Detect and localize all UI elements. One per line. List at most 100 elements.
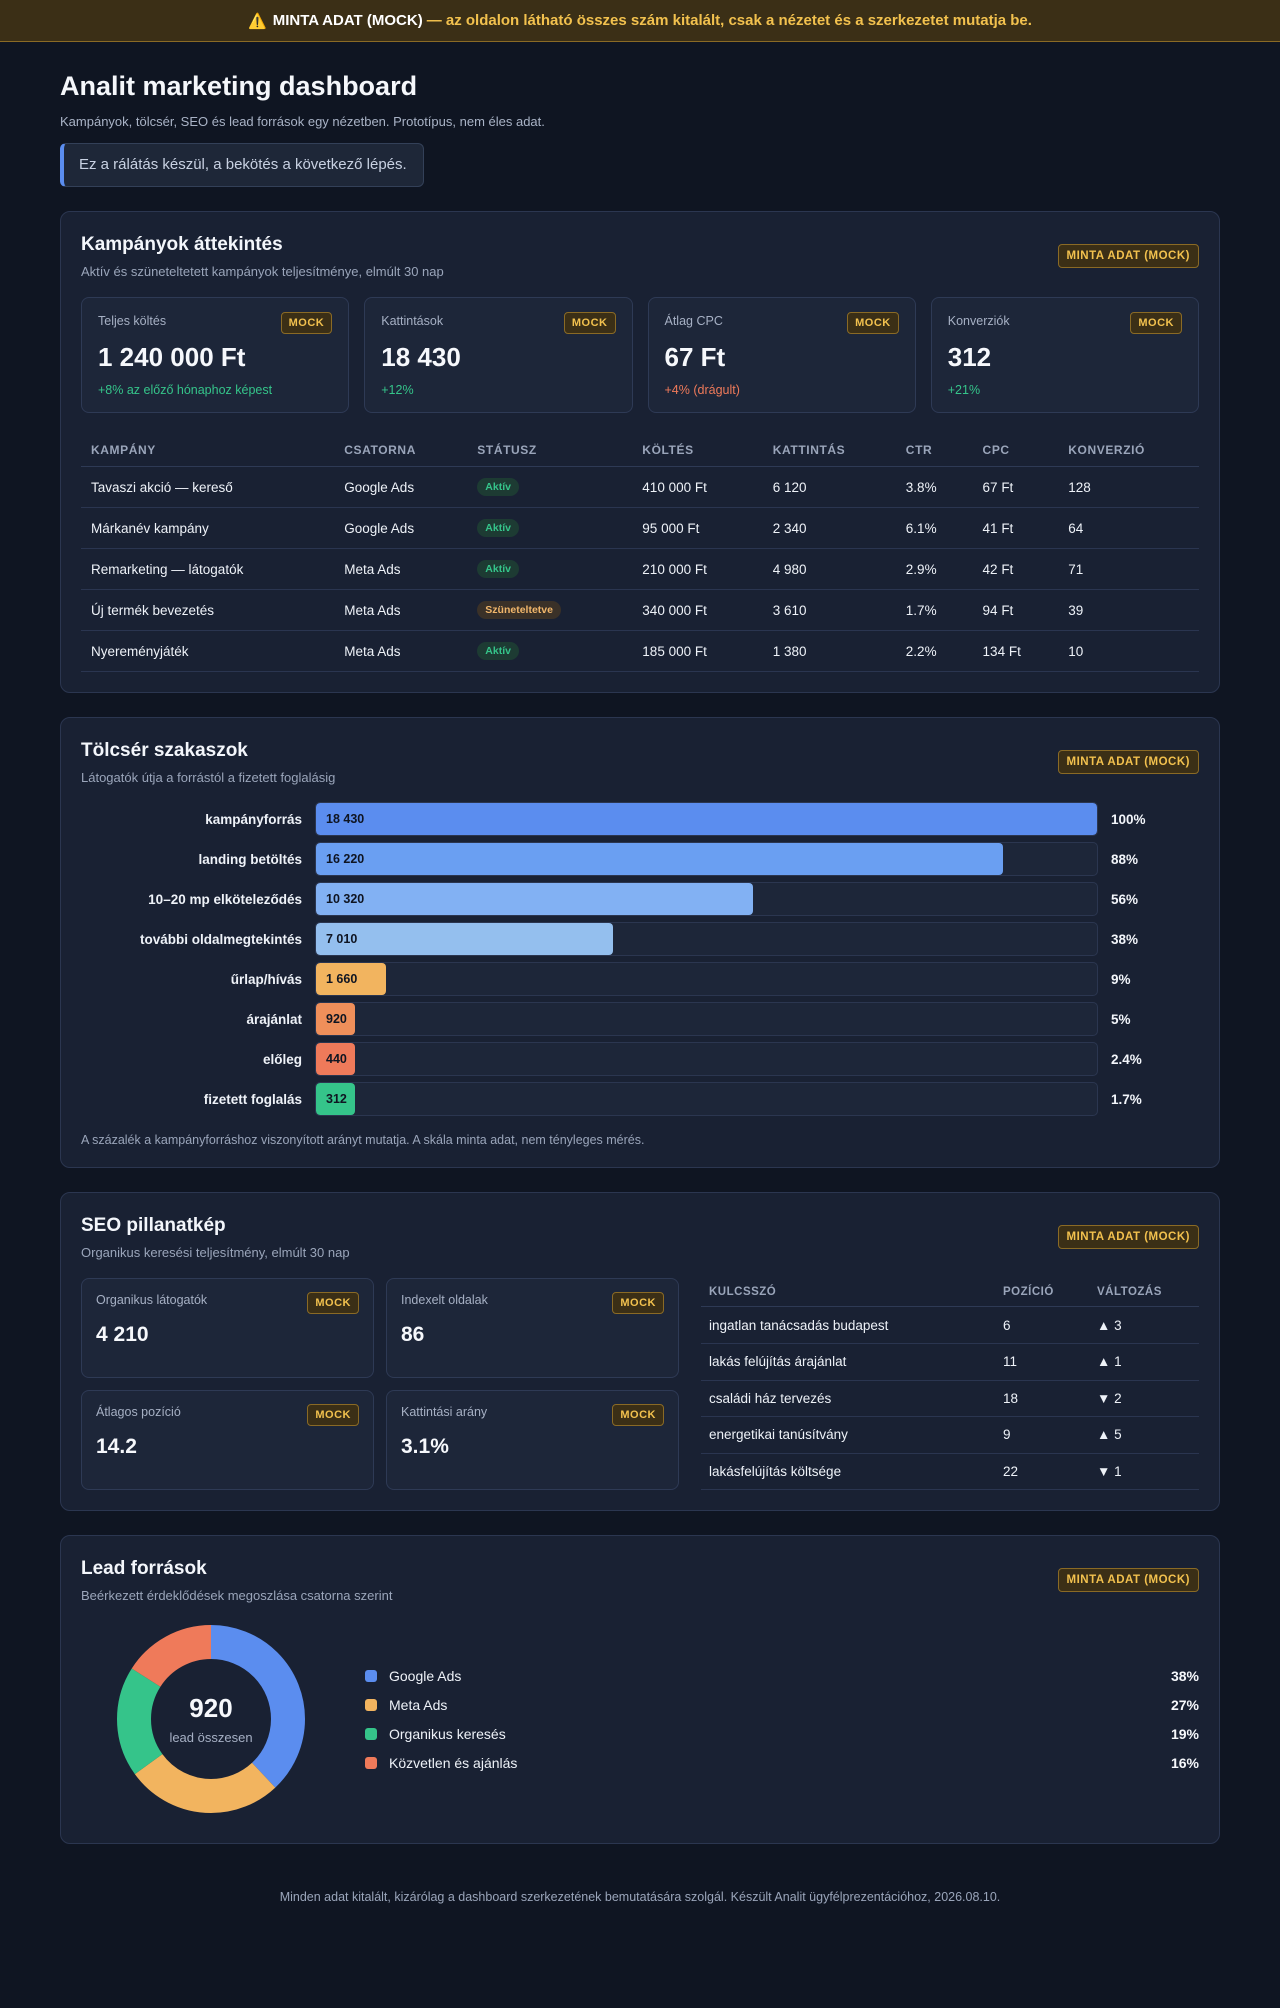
table-row: lakás felújítás árajánlat 11 ▲ 1 [701,1343,1199,1381]
legend-label: Közvetlen és ajánlás [389,1754,518,1771]
seo-kpi-card: Indexelt oldalak MOCK 86 [386,1278,679,1379]
table-cell: 71 [1058,548,1199,591]
funnel-bar [316,1043,356,1076]
table-header-row: KAMPÁNY CSATORNA STÁTUSZ KÖLTÉS KATTINTÁS CTR… [81,433,1199,468]
change-cell: ▲ 3 [1089,1306,1199,1344]
page-subtitle: Kampányok, tölcsér, SEO és lead források… [60,114,545,130]
kpi-card: Konverziók MOCK 312 +21% [930,297,1199,414]
table-cell: 2.2% [895,630,973,673]
keywords-table: KULCSSZÓ POZÍCIÓ VÁLTOZÁS ingatlan tanácsa… [701,1278,1199,1491]
table-cell: 185 000 Ft [632,630,763,673]
status-notice: Ez a rálátás készül, a bekötés a követke… [60,143,424,188]
kpi-value: 1 240 000 Ft [98,342,246,373]
seo-kpi-card: Organikus látogatók MOCK 4 210 [81,1278,374,1379]
mock-badge: MINTA ADAT (MOCK) [1057,750,1199,775]
warning-icon: ⚠️ [248,12,267,30]
mock-badge: MINTA ADAT (MOCK) [1057,1225,1199,1250]
funnel-row: további oldalmegtekintés 7 010 38% [81,919,1199,959]
legend-swatch [365,1669,377,1682]
kpi-label: Konverziók [947,314,1010,329]
funnel-bar-value: 312 [326,1092,347,1107]
campaigns-title: Kampányok áttekintés [81,234,283,256]
column-header: CSATORNA [334,433,468,468]
funnel-bar-track: 920 [315,1002,1098,1037]
mock-badge: MINTA ADAT (MOCK) [1057,244,1199,269]
table-cell: 64 [1058,507,1199,550]
table-cell: 67 Ft [972,466,1059,509]
change-cell: ▲ 1 [1089,1343,1199,1381]
funnel-percent: 9% [1111,971,1131,987]
kpi-delta: +8% az előző hónaphoz képest [98,383,273,398]
column-header: KULCSSZÓ [701,1278,995,1308]
funnel-stage-label: előleg [262,1051,302,1067]
mock-badge: MOCK [307,1404,359,1427]
status-badge: Aktív [477,519,519,538]
funnel-stage-label: fizetett foglalás [203,1091,302,1107]
funnel-bar-track: 18 430 [315,802,1098,837]
position-cell: 18 [995,1380,1089,1418]
table-cell: Szüneteltetve [467,589,633,632]
legend-percent: 19% [1170,1725,1199,1742]
funnel-percent: 56% [1111,891,1139,907]
legend-percent: 27% [1170,1696,1199,1713]
table-cell: 10 [1058,630,1199,673]
kpi-label: Indexelt oldalak [401,1293,488,1308]
table-cell: 94 Ft [972,589,1059,632]
table-cell: 340 000 Ft [632,589,763,632]
kpi-label: Kattintási arány [401,1405,488,1420]
donut-slice [117,1625,305,1814]
kpi-card: Átlag CPC MOCK 67 Ft +4% (drágult) [647,297,916,414]
table-cell: 410 000 Ft [632,466,763,509]
leads-card: Lead források Beérkezett érdeklődések me… [60,1535,1220,1845]
funnel-bar-value: 920 [326,1012,347,1027]
table-cell: Remarketing — látogatók [81,548,335,591]
legend-label: Google Ads [389,1667,462,1684]
table-row: Remarketing — látogatók Meta Ads Aktív 210 … [81,548,1199,591]
funnel-note: A százalék a kampányforráshoz viszonyíto… [81,1133,645,1148]
table-cell: Google Ads [334,466,468,509]
kpi-value: 3.1% [401,1435,449,1459]
table-cell: 3.8% [895,466,973,509]
funnel-bar-track: 16 220 [315,842,1098,877]
table-cell: 2.9% [895,548,973,591]
mock-badge: MOCK [847,312,899,335]
funnel-row: kampányforrás 18 430 100% [81,799,1199,839]
status-badge: Aktív [477,478,519,497]
table-cell: Nyereményjáték [81,630,335,673]
funnel-row: űrlap/hívás 1 660 9% [81,959,1199,999]
seo-title: SEO pillanatkép [81,1215,226,1237]
kpi-value: 14.2 [96,1435,137,1459]
table-cell: 1.7% [895,589,973,632]
table-cell: 2 340 [762,507,896,550]
mock-badge: MOCK [1130,312,1182,335]
status-badge: Szüneteltetve [477,601,561,620]
seo-kpi-card: Kattintási arány MOCK 3.1% [386,1390,679,1491]
column-header: POZÍCIÓ [995,1278,1089,1308]
keyword-cell: ingatlan tanácsadás budapest [701,1306,995,1344]
table-row: családi ház tervezés 18 ▼ 2 [701,1380,1199,1418]
legend-percent: 16% [1170,1754,1199,1771]
seo-kpi-grid: Organikus látogatók MOCK 4 210 Indexelt old… [81,1278,679,1491]
table-cell: 128 [1058,466,1199,509]
table-cell: Google Ads [334,507,468,550]
funnel-stage-label: landing betöltés [198,851,302,867]
banner-strong: MINTA ADAT (MOCK) [272,12,423,29]
mock-badge: MINTA ADAT (MOCK) [1057,1568,1199,1593]
table-cell: Meta Ads [334,630,468,673]
lead-legend: Google Ads 38% Meta Ads 27% Organikus keresé… [365,1661,1199,1777]
table-cell: 95 000 Ft [632,507,763,550]
kpi-card: Teljes költés MOCK 1 240 000 Ft +8% az előz… [81,297,350,414]
funnel-chart: kampányforrás 18 430 100% landing betöltés 1… [81,799,1199,1119]
donut-total: 920 [189,1693,233,1724]
table-cell: 41 Ft [972,507,1059,550]
table-cell: Új termék bevezetés [81,589,335,632]
status-badge: Aktív [477,560,519,579]
column-header: CTR [895,433,973,468]
banner-text: — az oldalon látható összes szám kitalál… [426,12,1032,29]
kpi-value: 312 [947,342,992,373]
funnel-bar [316,1083,356,1116]
funnel-stage-label: árajánlat [246,1011,302,1027]
legend-item: Google Ads 38% [365,1661,1199,1690]
keyword-cell: lakásfelújítás költsége [701,1453,995,1491]
funnel-bar [316,1003,356,1036]
